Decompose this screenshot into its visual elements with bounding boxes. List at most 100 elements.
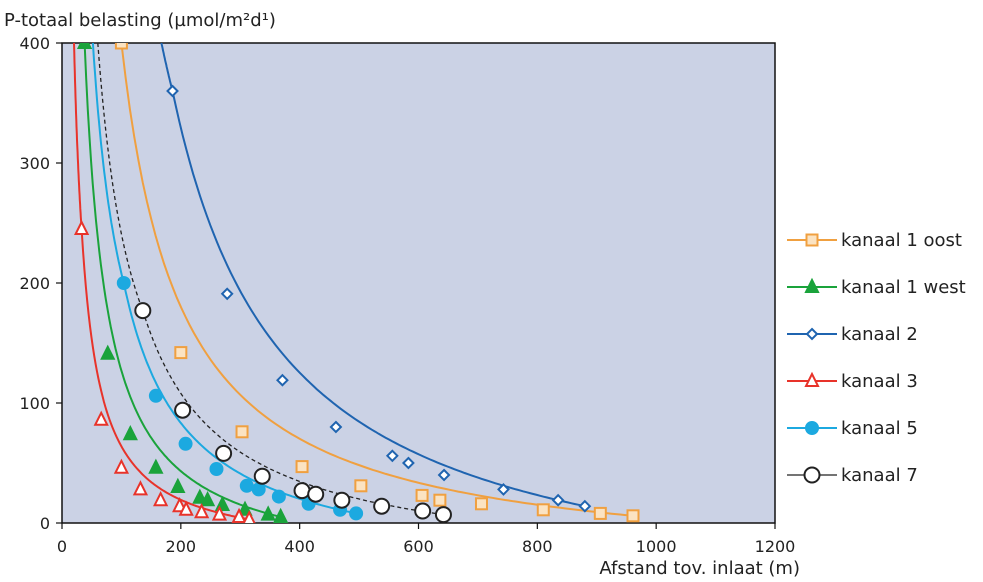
data-point-circle: [116, 276, 131, 290]
legend-item[interactable]: kanaal 2: [787, 324, 918, 345]
data-point-triangle: [804, 277, 820, 293]
x-axis: 0 200 400 600 800 1000 1200: [57, 523, 795, 556]
legend-item[interactable]: kanaal 5: [787, 418, 918, 439]
data-point-circle: [251, 482, 266, 497]
data-point-diamond: [276, 373, 289, 387]
data-point-square: [295, 460, 309, 474]
data-point-triangle: [178, 500, 194, 516]
legend-item[interactable]: kanaal 7: [787, 465, 918, 486]
x-tick-label: 800: [522, 537, 553, 556]
data-point-circle: [307, 485, 325, 503]
data-point-triangle: [148, 458, 164, 474]
x-tick-label: 200: [166, 537, 197, 556]
data-point-diamond: [329, 420, 343, 434]
data-point-square: [114, 43, 128, 50]
series-line-extension: [91, 43, 125, 284]
data-point-diamond: [437, 468, 451, 482]
y-axis-title: P-totaal belasting (µmol/m²d¹): [4, 10, 276, 31]
legend-item[interactable]: kanaal 1 west: [787, 277, 966, 298]
data-point-diamond: [220, 287, 234, 301]
data-point-circle: [215, 444, 233, 462]
series-line-extension: [73, 43, 83, 230]
data-point-square: [805, 233, 819, 247]
data-point-square: [474, 497, 488, 511]
y-tick-label: 300: [19, 154, 50, 173]
data-point-circle: [174, 401, 192, 419]
data-point-diamond: [401, 456, 415, 470]
data-point-circle: [178, 436, 193, 451]
data-point-diamond: [805, 327, 819, 341]
data-point-circle: [373, 497, 391, 515]
data-point-triangle: [170, 477, 186, 493]
legend-label: kanaal 7: [841, 465, 918, 486]
series-line: [171, 90, 586, 508]
data-point-triangle: [237, 500, 253, 516]
data-point-diamond: [578, 499, 592, 513]
y-tick-label: 100: [19, 394, 50, 413]
legend[interactable]: kanaal 1 oost kanaal 1 west kanaal 2 kanaal…: [787, 230, 966, 486]
series-kanaal-1-oost: [114, 43, 640, 523]
legend-label: kanaal 1 oost: [841, 230, 962, 251]
data-point-circle: [349, 506, 364, 521]
data-point-triangle: [192, 488, 208, 504]
data-point-triangle: [122, 424, 138, 441]
data-point-square: [235, 425, 249, 439]
data-point-triangle: [100, 344, 116, 360]
data-point-triangle: [260, 505, 276, 521]
data-point-square: [536, 503, 550, 517]
data-point-circle: [293, 482, 311, 500]
data-point-square: [433, 493, 447, 507]
data-point-triangle: [194, 502, 210, 519]
legend-label: kanaal 1 west: [841, 277, 966, 298]
x-tick-label: 1200: [755, 537, 796, 556]
data-point-circle: [414, 502, 432, 520]
data-point-circle: [134, 302, 152, 320]
series-kanaal-3: [73, 43, 256, 523]
legend-item[interactable]: kanaal 1 oost: [787, 230, 962, 251]
legend-label: kanaal 2: [841, 324, 918, 345]
legend-label: kanaal 5: [841, 418, 918, 439]
data-point-square: [415, 488, 429, 502]
x-tick-label: 600: [403, 537, 434, 556]
data-point-triangle: [132, 480, 149, 496]
legend-label: kanaal 3: [841, 371, 918, 392]
data-point-square: [626, 509, 640, 523]
data-point-triangle: [804, 371, 820, 387]
series-kanaal-1-west: [76, 43, 289, 523]
data-point-triangle: [231, 507, 247, 523]
x-tick-label: 400: [284, 537, 315, 556]
x-tick-label: 0: [57, 537, 67, 556]
data-point-square: [354, 479, 368, 493]
series-layer: [73, 43, 640, 523]
y-axis: 0 100 200 300 400: [19, 34, 62, 533]
data-point-diamond: [385, 449, 399, 463]
plot-background: [61, 42, 776, 524]
data-point-circle: [271, 489, 286, 504]
series-kanaal-2: [160, 43, 592, 513]
data-point-triangle: [199, 490, 216, 507]
data-point-triangle: [93, 410, 109, 426]
legend-item[interactable]: kanaal 3: [787, 371, 918, 392]
data-point-diamond: [551, 493, 565, 507]
y-tick-label: 400: [19, 34, 50, 53]
data-point-diamond: [166, 84, 179, 98]
data-point-triangle: [73, 219, 90, 235]
data-point-triangle: [153, 490, 169, 507]
data-point-triangle: [211, 505, 228, 521]
data-point-triangle: [273, 507, 289, 523]
data-point-diamond: [497, 482, 510, 496]
x-axis-title: Afstand tov. inlaat (m): [599, 558, 800, 579]
data-point-circle: [803, 466, 821, 484]
data-point-circle: [434, 506, 452, 523]
data-point-triangle: [113, 458, 130, 474]
data-point-circle: [148, 388, 163, 403]
data-point-triangle: [242, 510, 256, 523]
series-line: [142, 310, 444, 516]
data-point-circle: [333, 491, 351, 509]
data-point-circle: [253, 467, 271, 485]
y-tick-label: 200: [19, 274, 50, 293]
x-tick-label: 1000: [636, 537, 677, 556]
series-line-extension: [160, 43, 174, 92]
y-tick-label: 0: [40, 514, 50, 533]
